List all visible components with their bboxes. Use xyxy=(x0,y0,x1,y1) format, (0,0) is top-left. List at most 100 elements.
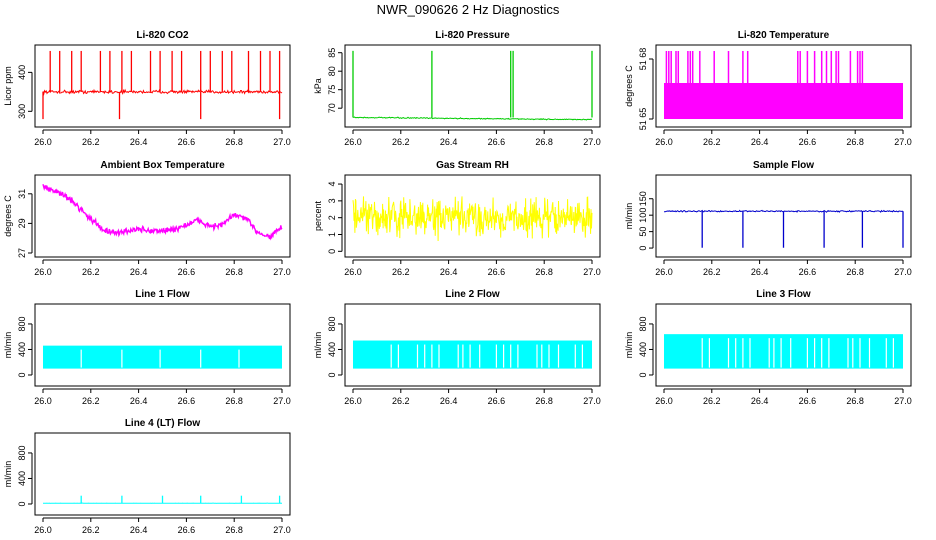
y-tick-label: 31 xyxy=(17,189,27,199)
x-tick-label: 26.8 xyxy=(535,396,553,406)
x-tick-label: 26.2 xyxy=(392,267,410,277)
figure-title: NWR_090626 2 Hz Diagnostics xyxy=(377,2,560,17)
y-axis: 27 29 31 degrees C xyxy=(3,189,33,258)
y-tick-label: 2 xyxy=(327,215,337,220)
y-axis: 300 400 Licor ppm xyxy=(3,65,33,119)
y-tick-label: 85 xyxy=(327,48,337,58)
data-series xyxy=(42,184,283,241)
panel-title: Line 2 Flow xyxy=(445,289,500,300)
series-band xyxy=(43,345,282,369)
panel-title: Sample Flow xyxy=(753,160,814,171)
x-tick-label: 27.0 xyxy=(273,137,291,147)
y-tick-label: 300 xyxy=(17,104,27,119)
y-axis-label: ml/min xyxy=(313,332,323,359)
data-series xyxy=(664,334,903,369)
y-axis: 0 1 2 3 4 percent xyxy=(313,182,343,254)
y-tick-label: 800 xyxy=(17,316,27,331)
x-axis: 26.0 26.2 26.4 26.6 26.8 27.0 xyxy=(344,129,601,147)
y-tick-label: 400 xyxy=(17,342,27,357)
data-series xyxy=(352,196,593,242)
y-tick-label: 70 xyxy=(327,103,337,113)
data-series xyxy=(664,51,903,119)
x-tick-label: 26.6 xyxy=(488,396,506,406)
y-tick-label: 0 xyxy=(17,501,27,506)
x-tick-label: 26.0 xyxy=(344,137,362,147)
x-tick-label: 26.4 xyxy=(440,137,458,147)
x-tick-label: 26.2 xyxy=(82,525,100,535)
y-tick-label: 800 xyxy=(327,316,337,331)
panel-title: Li-820 CO2 xyxy=(136,30,189,41)
y-axis-label: degrees C xyxy=(3,195,13,237)
x-tick-label: 26.0 xyxy=(34,267,52,277)
y-tick-label: 51 68 xyxy=(638,48,648,71)
x-tick-label: 26.0 xyxy=(655,267,673,277)
y-tick-label: 3 xyxy=(327,198,337,203)
y-tick-label: 50 xyxy=(638,227,648,237)
x-tick-label: 26.8 xyxy=(225,267,243,277)
y-tick-label: 0 xyxy=(17,372,27,377)
x-tick-label: 26.2 xyxy=(703,267,721,277)
x-tick-label: 26.0 xyxy=(34,396,52,406)
panel-title: Gas Stream RH xyxy=(436,160,509,171)
series-band xyxy=(353,340,592,369)
y-axis-label: ml/min xyxy=(3,332,13,359)
y-tick-label: 0 xyxy=(638,246,648,251)
y-tick-label: 400 xyxy=(17,471,27,486)
y-tick-label: 51 65 xyxy=(638,108,648,131)
panel-2: Li-820 Pressure 26.0 26.2 26.4 26.6 26.8 27.0 7… xyxy=(313,30,601,147)
x-tick-label: 26.8 xyxy=(846,137,864,147)
x-tick-label: 26.6 xyxy=(799,396,817,406)
x-axis: 26.0 26.2 26.4 26.6 26.8 27.0 xyxy=(655,259,912,277)
y-tick-label: 0 xyxy=(638,372,648,377)
y-axis-label: percent xyxy=(313,200,323,231)
y-tick-label: 0 xyxy=(327,249,337,254)
y-axis: 0 50 100 150 ml/min xyxy=(624,191,654,251)
panel-1: Li-820 CO2 26.0 26.2 26.4 26.6 26.8 27.0 300 400… xyxy=(3,30,291,147)
y-tick-label: 27 xyxy=(17,248,27,258)
x-tick-label: 26.4 xyxy=(130,525,148,535)
x-tick-label: 26.0 xyxy=(344,267,362,277)
y-tick-label: 1 xyxy=(327,232,337,237)
y-tick-label: 800 xyxy=(17,445,27,460)
x-tick-label: 26.0 xyxy=(34,525,52,535)
x-tick-label: 26.6 xyxy=(799,137,817,147)
panel-title: Li-820 Temperature xyxy=(738,30,830,41)
plot-frame xyxy=(655,174,912,258)
x-axis: 26.0 26.2 26.4 26.6 26.8 27.0 xyxy=(344,388,601,406)
y-axis-label: ml/min xyxy=(624,203,634,230)
x-tick-label: 27.0 xyxy=(894,137,912,147)
x-tick-label: 26.4 xyxy=(130,137,148,147)
panel-title: Ambient Box Temperature xyxy=(100,160,225,171)
x-tick-label: 26.6 xyxy=(488,137,506,147)
panel-5: Gas Stream RH 26.0 26.2 26.4 26.6 26.8 27.0 0 1 2… xyxy=(313,160,601,277)
plot-frame xyxy=(655,303,912,387)
panel-9: Line 3 Flow 26.0 26.2 26.4 26.6 26.8 27.0 0 400 8… xyxy=(624,289,912,406)
x-tick-label: 26.8 xyxy=(225,396,243,406)
x-axis: 26.0 26.2 26.4 26.6 26.8 27.0 xyxy=(34,259,291,277)
x-tick-label: 27.0 xyxy=(273,267,291,277)
x-tick-label: 26.8 xyxy=(535,137,553,147)
x-tick-label: 27.0 xyxy=(894,396,912,406)
y-tick-label: 75 xyxy=(327,85,337,95)
x-tick-label: 27.0 xyxy=(583,137,601,147)
x-axis: 26.0 26.2 26.4 26.6 26.8 27.0 xyxy=(655,129,912,147)
data-series xyxy=(353,340,592,369)
y-axis: 51 65 51 68 degrees C xyxy=(624,48,654,131)
x-tick-label: 26.8 xyxy=(225,137,243,147)
panel-8: Line 2 Flow 26.0 26.2 26.4 26.6 26.8 27.0 0 400 8… xyxy=(313,289,601,406)
series-line xyxy=(352,196,593,242)
y-tick-label: 4 xyxy=(327,182,337,187)
y-tick-label: 29 xyxy=(17,218,27,228)
x-tick-label: 26.4 xyxy=(440,396,458,406)
plot-frame xyxy=(344,174,601,258)
y-tick-label: 100 xyxy=(638,208,648,223)
x-tick-label: 26.4 xyxy=(751,267,769,277)
x-tick-label: 26.4 xyxy=(130,396,148,406)
x-tick-label: 27.0 xyxy=(273,525,291,535)
y-axis-label: Licor ppm xyxy=(3,66,13,106)
x-tick-label: 27.0 xyxy=(583,267,601,277)
panel-title: Line 3 Flow xyxy=(756,289,811,300)
